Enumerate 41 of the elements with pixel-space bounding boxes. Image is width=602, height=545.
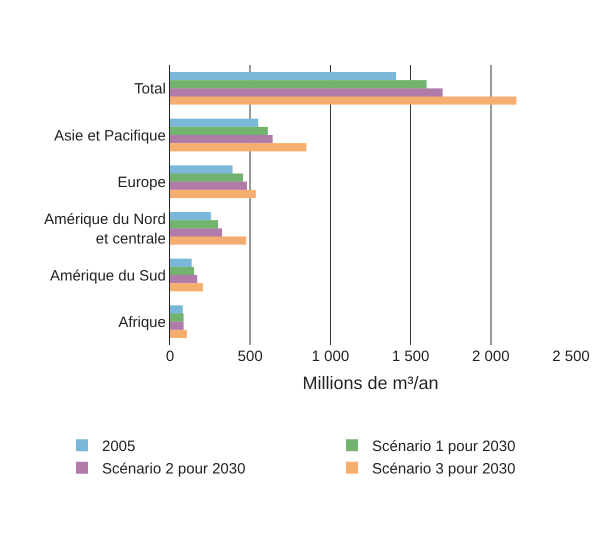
x-tick-label: 0: [166, 348, 174, 365]
legend-label: Scénario 1 pour 2030: [372, 438, 516, 456]
bar: [170, 174, 243, 182]
bar: [170, 190, 256, 198]
x-tick-label: 2 500: [552, 348, 590, 365]
bar: [170, 212, 211, 220]
x-tick-label: 1 500: [392, 348, 430, 365]
legend-label: Scénario 2 pour 2030: [102, 460, 246, 478]
bar: [170, 80, 427, 88]
bar: [170, 182, 247, 190]
x-tick-label: 2 000: [472, 348, 510, 365]
bar: [170, 283, 203, 292]
bar: [170, 220, 218, 228]
legend-label: Scénario 3 pour 2030: [372, 460, 516, 478]
x-tick-label: 500: [238, 348, 263, 365]
bar: [170, 322, 184, 330]
bar: [170, 305, 183, 314]
bar: [170, 143, 306, 152]
bar: [170, 88, 443, 96]
bar: [170, 135, 273, 144]
bar: [170, 258, 192, 267]
bar: [170, 236, 246, 245]
bar: [170, 275, 198, 284]
bar: [170, 228, 222, 236]
y-tick-label: Amérique du Sud: [50, 267, 166, 284]
bar: [170, 165, 233, 174]
legend-label: 2005: [102, 438, 136, 456]
bar: [170, 314, 184, 322]
bar: [170, 266, 194, 275]
y-tick-label: Afrique: [118, 314, 166, 331]
bar: [170, 118, 258, 127]
bar: [170, 126, 268, 135]
y-tick-label: Asie et Pacifique: [54, 127, 166, 144]
y-tick-label: Amérique du Nord et centrale: [44, 210, 166, 248]
bar: [170, 96, 516, 105]
bar: [170, 72, 396, 80]
x-tick-label: 1 000: [312, 348, 350, 365]
bar: [170, 330, 187, 338]
y-tick-label: Total: [134, 80, 166, 98]
y-tick-label: Europe: [117, 174, 166, 191]
x-axis-title: Millions de m³/an: [302, 373, 439, 394]
